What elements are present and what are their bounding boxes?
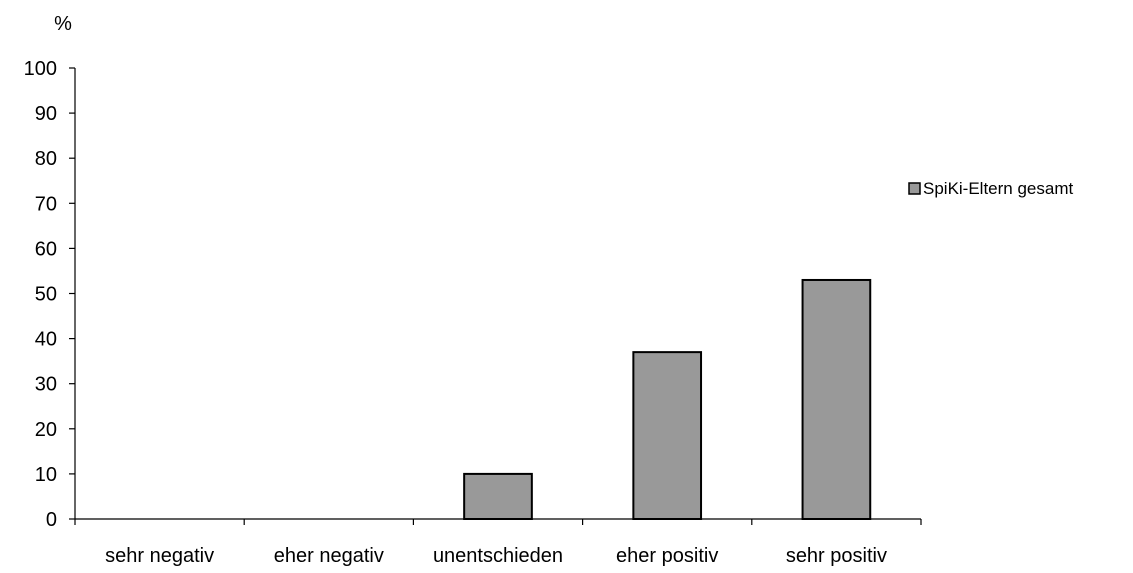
- legend-label: SpiKi-Eltern gesamt: [923, 179, 1074, 198]
- legend-swatch: [908, 182, 921, 195]
- y-tick-label: 90: [35, 103, 57, 125]
- bar: [463, 472, 533, 520]
- bar-series: [463, 278, 872, 520]
- x-tick-label: sehr negativ: [105, 545, 214, 567]
- y-tick-label: 40: [35, 329, 57, 351]
- x-tick-label: sehr positiv: [786, 545, 887, 567]
- y-tick-label: 70: [35, 193, 57, 215]
- bar: [801, 278, 872, 520]
- x-tick-label: unentschieden: [433, 545, 563, 567]
- y-tick-label: 30: [35, 374, 57, 396]
- y-axis: 0 10 20 30 40 50 60 70 80 90 100: [24, 58, 76, 531]
- x-tick-label: eher negativ: [274, 545, 384, 567]
- y-tick-label: 10: [35, 464, 57, 486]
- y-tick-label: 80: [35, 148, 57, 170]
- y-tick-label: 50: [35, 284, 57, 306]
- y-tick-label: 20: [35, 419, 57, 441]
- bar: [632, 351, 703, 520]
- x-axis: sehr negativ eher negativ unentschieden ehe…: [74, 518, 922, 567]
- y-tick-label: 60: [35, 238, 57, 260]
- x-tick-label: eher positiv: [616, 545, 718, 567]
- y-tick-label: 0: [46, 509, 57, 531]
- y-axis-unit-label: %: [54, 13, 72, 35]
- y-tick-label: 100: [24, 58, 57, 80]
- legend: SpiKi-Eltern gesamt: [908, 179, 1074, 198]
